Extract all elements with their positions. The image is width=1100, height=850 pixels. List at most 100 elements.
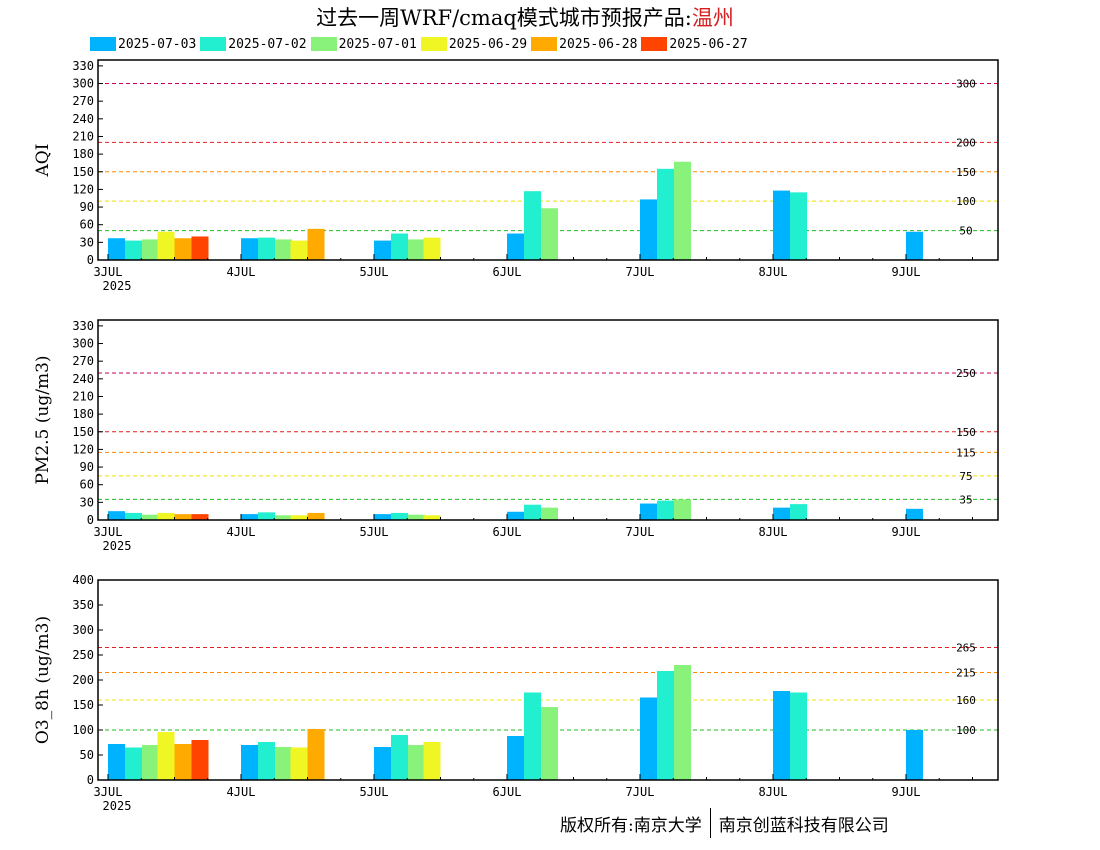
bar xyxy=(290,240,308,260)
bar xyxy=(275,747,292,780)
x-tick-label: 5JUL xyxy=(360,785,389,799)
y-tick-label: 0 xyxy=(87,773,94,787)
y-tick-label: 100 xyxy=(72,723,94,737)
legend-item: 2025-07-02 xyxy=(200,35,307,53)
threshold-label: 75 xyxy=(959,470,972,483)
bar xyxy=(640,199,657,260)
bar xyxy=(906,730,923,780)
bar xyxy=(423,742,441,780)
x-tick-label: 8JUL xyxy=(759,265,788,279)
bar xyxy=(290,747,308,780)
bar xyxy=(241,745,258,780)
bar xyxy=(541,208,558,260)
y-axis-label: O3_8h (ug/m3) xyxy=(33,616,53,744)
x-year-label: 2025 xyxy=(103,279,132,293)
bar xyxy=(507,233,524,260)
threshold-label: 150 xyxy=(956,166,976,179)
bar xyxy=(408,745,425,780)
bar xyxy=(391,512,408,520)
x-tick-label: 9JUL xyxy=(892,525,921,539)
legend-item: 2025-06-28 xyxy=(531,35,637,53)
bar xyxy=(773,507,790,520)
legend-swatch xyxy=(420,37,447,51)
bar xyxy=(507,511,524,520)
bar xyxy=(408,239,425,260)
bar xyxy=(157,231,175,260)
bar xyxy=(258,512,275,520)
bar xyxy=(142,514,159,520)
bar xyxy=(374,240,391,260)
bar xyxy=(906,508,923,520)
bar xyxy=(524,504,541,520)
bar xyxy=(906,231,923,260)
y-tick-label: 120 xyxy=(72,182,94,196)
y-tick-label: 90 xyxy=(80,460,94,474)
legend-item: 2025-06-27 xyxy=(641,35,748,53)
x-tick-label: 9JUL xyxy=(892,265,921,279)
bar xyxy=(790,504,807,520)
legend-item: 2025-07-03 xyxy=(90,35,196,53)
legend-label: 2025-07-03 xyxy=(118,36,197,52)
y-tick-label: 180 xyxy=(72,407,94,421)
threshold-label: 115 xyxy=(956,446,976,459)
bar xyxy=(191,514,209,520)
plot-frame xyxy=(97,59,999,261)
y-tick-label: 350 xyxy=(72,598,94,612)
y-tick-label: 30 xyxy=(80,495,94,509)
y-tick-label: 180 xyxy=(72,147,94,161)
bar xyxy=(108,744,125,780)
legend-swatch xyxy=(531,37,558,51)
x-tick-label: 7JUL xyxy=(626,265,655,279)
x-tick-label: 9JUL xyxy=(892,785,921,799)
threshold-label: 215 xyxy=(956,667,976,680)
threshold-label: 100 xyxy=(956,724,976,737)
y-tick-label: 0 xyxy=(87,513,94,527)
y-tick-label: 90 xyxy=(80,200,94,214)
y-tick-label: 330 xyxy=(72,59,94,73)
x-tick-label: 6JUL xyxy=(493,265,522,279)
threshold-label: 265 xyxy=(956,642,976,655)
title-prefix: 过去一周WRF/cmaq模式城市预报产品: xyxy=(316,6,692,30)
footer-separator xyxy=(709,808,711,838)
bar xyxy=(790,192,807,260)
copyright-text: 版权所有:南京大学 xyxy=(560,815,702,836)
x-tick-label: 3JUL xyxy=(94,265,123,279)
x-tick-label: 7JUL xyxy=(626,525,655,539)
x-tick-label: 4JUL xyxy=(227,785,256,799)
bar xyxy=(773,691,790,780)
legend-label: 2025-06-28 xyxy=(559,36,638,52)
y-tick-label: 400 xyxy=(72,573,94,587)
bar xyxy=(142,239,159,260)
x-tick-label: 3JUL xyxy=(94,785,123,799)
y-tick-label: 150 xyxy=(72,165,94,179)
y-tick-label: 0 xyxy=(87,253,94,267)
bar xyxy=(790,692,807,780)
plot-frame xyxy=(97,319,999,521)
y-tick-label: 210 xyxy=(72,389,94,403)
bar xyxy=(657,671,674,780)
bar xyxy=(541,707,558,780)
y-tick-label: 270 xyxy=(72,94,94,108)
y-tick-label: 270 xyxy=(72,354,94,368)
bar xyxy=(125,240,142,260)
threshold-label: 250 xyxy=(956,367,976,380)
bar xyxy=(674,161,691,260)
threshold-label: 150 xyxy=(956,426,976,439)
bar xyxy=(374,514,391,520)
bar xyxy=(125,747,142,780)
bar xyxy=(191,236,209,260)
x-tick-label: 8JUL xyxy=(759,785,788,799)
x-tick-label: 4JUL xyxy=(227,525,256,539)
y-tick-label: 150 xyxy=(72,698,94,712)
y-axis-label: AQI xyxy=(33,144,53,178)
bar xyxy=(174,744,192,780)
threshold-label: 200 xyxy=(956,136,976,149)
bar xyxy=(391,233,408,260)
bar xyxy=(241,514,258,520)
legend-swatch xyxy=(641,37,668,51)
bar xyxy=(108,511,125,520)
y-tick-label: 300 xyxy=(72,623,94,637)
bar xyxy=(125,512,142,520)
bar xyxy=(275,239,292,260)
